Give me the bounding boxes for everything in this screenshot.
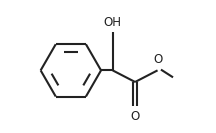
Text: O: O bbox=[130, 110, 140, 123]
Text: O: O bbox=[153, 53, 162, 66]
Text: OH: OH bbox=[104, 16, 122, 29]
